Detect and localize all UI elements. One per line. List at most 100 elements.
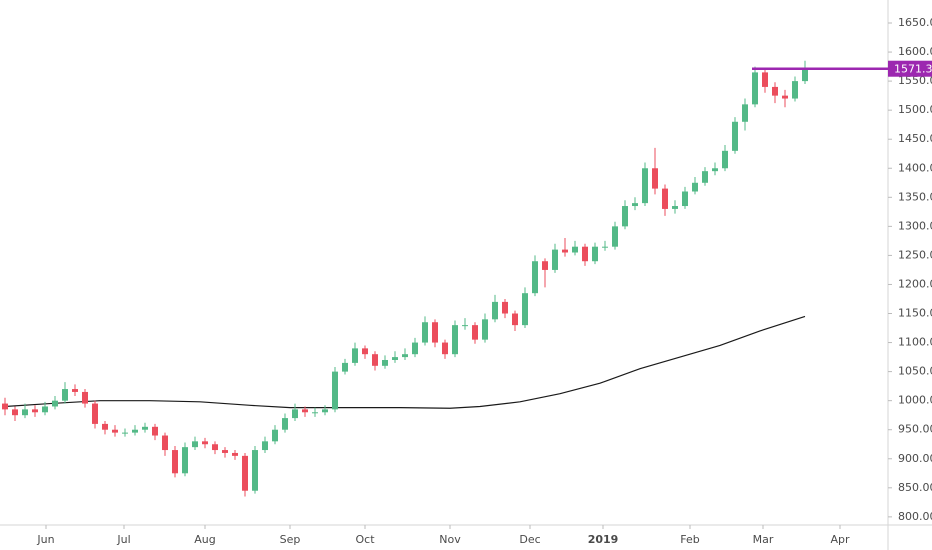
y-tick-label: 1350.00 <box>898 190 932 203</box>
y-tick-label: 1650.00 <box>898 16 932 29</box>
y-tick-label: 1100.00 <box>898 336 932 349</box>
candle-body <box>772 86 778 96</box>
y-tick-label: 1000.00 <box>898 394 932 407</box>
candle-body <box>392 357 398 360</box>
candle-body <box>652 168 658 189</box>
candle-body <box>102 423 108 430</box>
candle-body <box>92 403 98 424</box>
candle-body <box>372 354 378 366</box>
candle-body <box>322 409 328 413</box>
candle-body <box>332 371 338 410</box>
candle-body <box>252 450 258 491</box>
y-tick-label: 1250.00 <box>898 248 932 261</box>
candle-body <box>742 104 748 122</box>
candle-body <box>432 322 438 343</box>
y-tick-label: 850.00 <box>898 481 932 494</box>
candle-body <box>282 418 288 430</box>
candle-body <box>142 426 148 430</box>
candle-body <box>512 313 518 326</box>
candle-body <box>312 412 318 414</box>
candle-body <box>402 354 408 358</box>
candle-body <box>72 389 78 392</box>
candle-body <box>602 246 608 248</box>
x-tick-label: Jul <box>116 533 130 546</box>
candle-body <box>232 452 238 456</box>
y-tick-label: 1050.00 <box>898 365 932 378</box>
x-tick-label: 2019 <box>588 533 619 546</box>
candle-body <box>12 409 18 416</box>
candle-body <box>522 293 528 326</box>
candle-body <box>222 450 228 453</box>
candle-body <box>732 121 738 151</box>
x-tick-label: Apr <box>830 533 850 546</box>
candle-body <box>262 441 268 451</box>
candle-body <box>382 359 388 366</box>
candle-body <box>82 391 88 404</box>
y-tick-label: 950.00 <box>898 423 932 436</box>
y-tick-label: 1450.00 <box>898 132 932 145</box>
candle-body <box>202 441 208 445</box>
candle-body <box>492 301 498 320</box>
candle-body <box>22 409 28 416</box>
candle-body <box>152 426 158 436</box>
candle-body <box>712 168 718 172</box>
candle-body <box>272 429 278 442</box>
x-tick-label: Jun <box>36 533 54 546</box>
x-tick-label: Oct <box>355 533 375 546</box>
candle-body <box>302 409 308 413</box>
candle-body <box>212 444 218 451</box>
candle-body <box>762 72 768 87</box>
candle-body <box>352 348 358 363</box>
candle-body <box>562 249 568 253</box>
candle-body <box>62 389 68 401</box>
candle-body <box>642 168 648 204</box>
candle-body <box>412 342 418 355</box>
y-tick-label: 1600.00 <box>898 45 932 58</box>
candle-body <box>682 191 688 207</box>
candle-body <box>452 325 458 355</box>
y-tick-label: 1400.00 <box>898 161 932 174</box>
x-tick-label: Sep <box>280 533 301 546</box>
x-tick-label: Nov <box>439 533 461 546</box>
candle-body <box>182 447 188 474</box>
candle-body <box>532 261 538 294</box>
candle-body <box>792 81 798 99</box>
candle-body <box>442 342 448 355</box>
x-tick-label: Dec <box>519 533 540 546</box>
candle-body <box>612 226 618 247</box>
candle-body <box>172 450 178 474</box>
candle-body <box>502 301 508 314</box>
candle-body <box>472 325 478 340</box>
candle-body <box>722 150 728 169</box>
candle-body <box>702 171 708 183</box>
price-level-badge <box>888 60 932 77</box>
candle-body <box>462 325 468 327</box>
candle-body <box>32 409 38 413</box>
y-tick-label: 1550.00 <box>898 74 932 87</box>
candle-body <box>482 319 488 340</box>
candle-body <box>582 246 588 262</box>
candle-body <box>242 455 248 491</box>
candle-body <box>542 261 548 270</box>
candle-body <box>292 409 298 419</box>
candle-body <box>572 246 578 253</box>
candle-body <box>672 206 678 209</box>
candle-body <box>122 432 128 434</box>
y-tick-label: 1500.00 <box>898 103 932 116</box>
y-tick-label: 900.00 <box>898 452 932 465</box>
y-tick-label: 1150.00 <box>898 307 932 320</box>
candle-body <box>52 400 58 407</box>
y-tick-label: 800.00 <box>898 510 932 523</box>
candle-body <box>622 206 628 227</box>
x-tick-label: Feb <box>680 533 699 546</box>
candle-body <box>632 203 638 207</box>
x-tick-label: Aug <box>194 533 215 546</box>
candle-body <box>662 188 668 209</box>
x-tick-label: Mar <box>753 533 774 546</box>
candle-body <box>752 72 758 105</box>
moving-average <box>4 315 806 409</box>
candle-body <box>362 348 368 355</box>
candle-body <box>42 406 48 413</box>
candle-body <box>592 246 598 262</box>
candle-body <box>802 68 808 82</box>
